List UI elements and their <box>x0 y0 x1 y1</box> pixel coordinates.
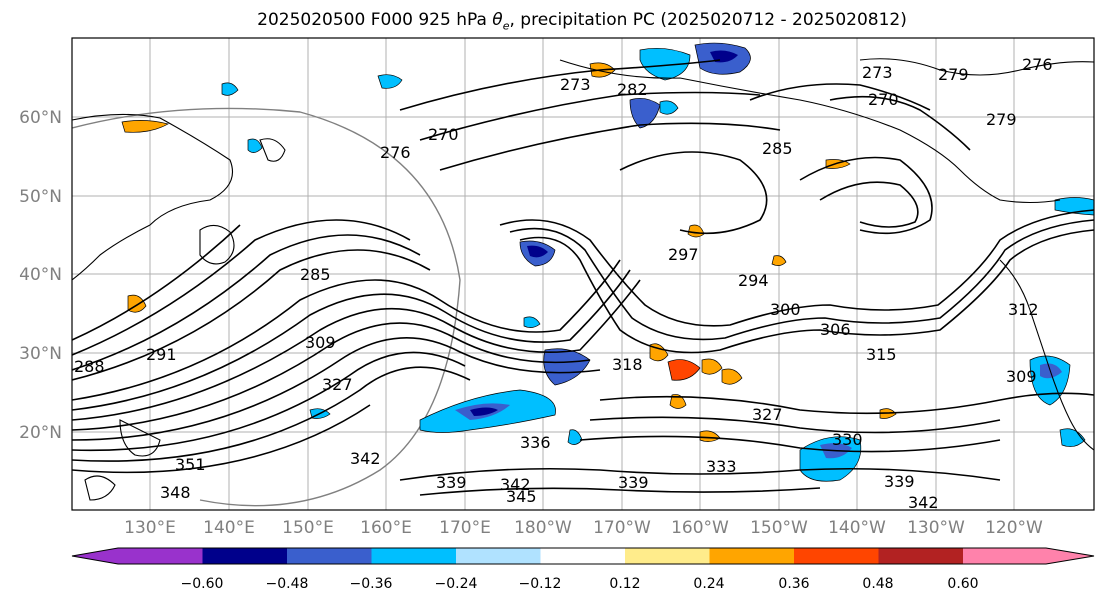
colorbar-tick-label: 0.48 <box>862 576 893 592</box>
lon-label: 130°W <box>907 518 965 538</box>
lat-label: 20°N <box>19 423 62 443</box>
colorbar-tick-label: 0.24 <box>693 576 724 592</box>
contour-label: 285 <box>300 265 331 284</box>
lon-label: 140°E <box>203 518 255 538</box>
contour-label: 312 <box>1008 300 1039 319</box>
contour-label: 279 <box>986 110 1017 129</box>
contour-label: 279 <box>938 65 969 84</box>
colorbar-segment <box>625 548 710 564</box>
colorbar-tick-labels: −0.60 −0.48 −0.36 −0.24 −0.12 0.12 0.24 … <box>181 576 979 592</box>
colorbar-segment <box>963 548 1094 564</box>
contour-label: 300 <box>770 300 801 319</box>
contour-label: 351 <box>175 455 206 474</box>
contour-label: 318 <box>612 355 643 374</box>
colorbar-tick-label: −0.36 <box>350 576 393 592</box>
colorbar-segment <box>287 548 372 564</box>
colorbar-segment <box>794 548 879 564</box>
colorbar-segment <box>202 548 287 564</box>
contour-label: 345 <box>506 487 537 506</box>
contour-label: 339 <box>884 472 915 491</box>
contour-label: 339 <box>618 473 649 492</box>
contour-label: 336 <box>520 433 551 452</box>
lon-label: 160°W <box>671 518 729 538</box>
lat-label: 40°N <box>19 265 62 285</box>
theta-e-contours <box>72 59 1094 496</box>
contour-label: 291 <box>146 345 177 364</box>
lon-label: 120°W <box>985 518 1043 538</box>
colorbar-tick-label: −0.60 <box>181 576 224 592</box>
lon-label: 180°W <box>514 518 572 538</box>
contour-label: 342 <box>500 475 531 494</box>
colorbar-segment <box>456 548 541 564</box>
contour-label: 342 <box>350 449 381 468</box>
longitude-labels: 130°E 140°E 150°E 160°E 170°E 180°W 170°… <box>124 518 1043 538</box>
colorbar-tick-label: −0.24 <box>435 576 478 592</box>
contour-label: 330 <box>832 430 863 449</box>
colorbar <box>71 547 1095 565</box>
contour-labels: 273 282 270 276 285 273 279 276 270 279 … <box>74 55 1053 512</box>
precipitation-shading <box>121 42 1094 482</box>
colorbar-tick-label: 0.12 <box>609 576 640 592</box>
plot-frame <box>71 37 1095 511</box>
lon-label: 150°E <box>282 518 334 538</box>
colorbar-tick-label: −0.12 <box>519 576 562 592</box>
contour-label: 339 <box>436 473 467 492</box>
contour-label: 333 <box>706 457 737 476</box>
colorbar-tick-label: 0.36 <box>778 576 809 592</box>
colorbar-tick-label: −0.48 <box>266 576 309 592</box>
contour-label: 327 <box>322 375 353 394</box>
contour-label: 348 <box>160 483 191 502</box>
contour-label: 327 <box>752 405 783 424</box>
contour-label: 294 <box>738 271 769 290</box>
contour-label: 282 <box>617 80 648 99</box>
gray-circle-outline <box>72 107 461 507</box>
lat-label: 50°N <box>19 187 62 207</box>
contour-label: 306 <box>820 320 851 339</box>
contour-label: 273 <box>862 63 893 82</box>
lat-label: 30°N <box>19 344 62 364</box>
lat-label: 60°N <box>19 108 62 128</box>
lon-label: 160°E <box>360 518 412 538</box>
lon-label: 170°E <box>439 518 491 538</box>
lon-label: 130°E <box>124 518 176 538</box>
contour-label: 276 <box>380 143 411 162</box>
colorbar-segment <box>878 548 963 564</box>
coastlines <box>72 58 1094 501</box>
latitude-labels: 60°N 50°N 40°N 30°N 20°N <box>19 108 62 443</box>
contour-label: 297 <box>668 245 699 264</box>
colorbar-segment <box>371 548 456 564</box>
lon-label: 170°W <box>593 518 651 538</box>
contour-label: 309 <box>1006 367 1037 386</box>
contour-label: 342 <box>908 493 939 512</box>
lon-label: 150°W <box>750 518 808 538</box>
contour-label: 315 <box>866 345 897 364</box>
colorbar-segment <box>540 548 625 564</box>
contour-label: 309 <box>305 333 336 352</box>
map-title: 2025020500 F000 925 hPa θe, precipitatio… <box>257 10 907 33</box>
colorbar-outline <box>71 547 1095 565</box>
contour-label: 273 <box>560 75 591 94</box>
contour-label: 285 <box>762 139 793 158</box>
colorbar-tick-label: 0.60 <box>947 576 978 592</box>
contour-label: 288 <box>74 357 105 376</box>
contour-label: 276 <box>1022 55 1053 74</box>
lon-label: 140°W <box>828 518 886 538</box>
contour-label: 270 <box>868 90 899 109</box>
colorbar-segment <box>72 548 203 564</box>
colorbar-segment <box>709 548 794 564</box>
contour-label: 270 <box>428 125 459 144</box>
